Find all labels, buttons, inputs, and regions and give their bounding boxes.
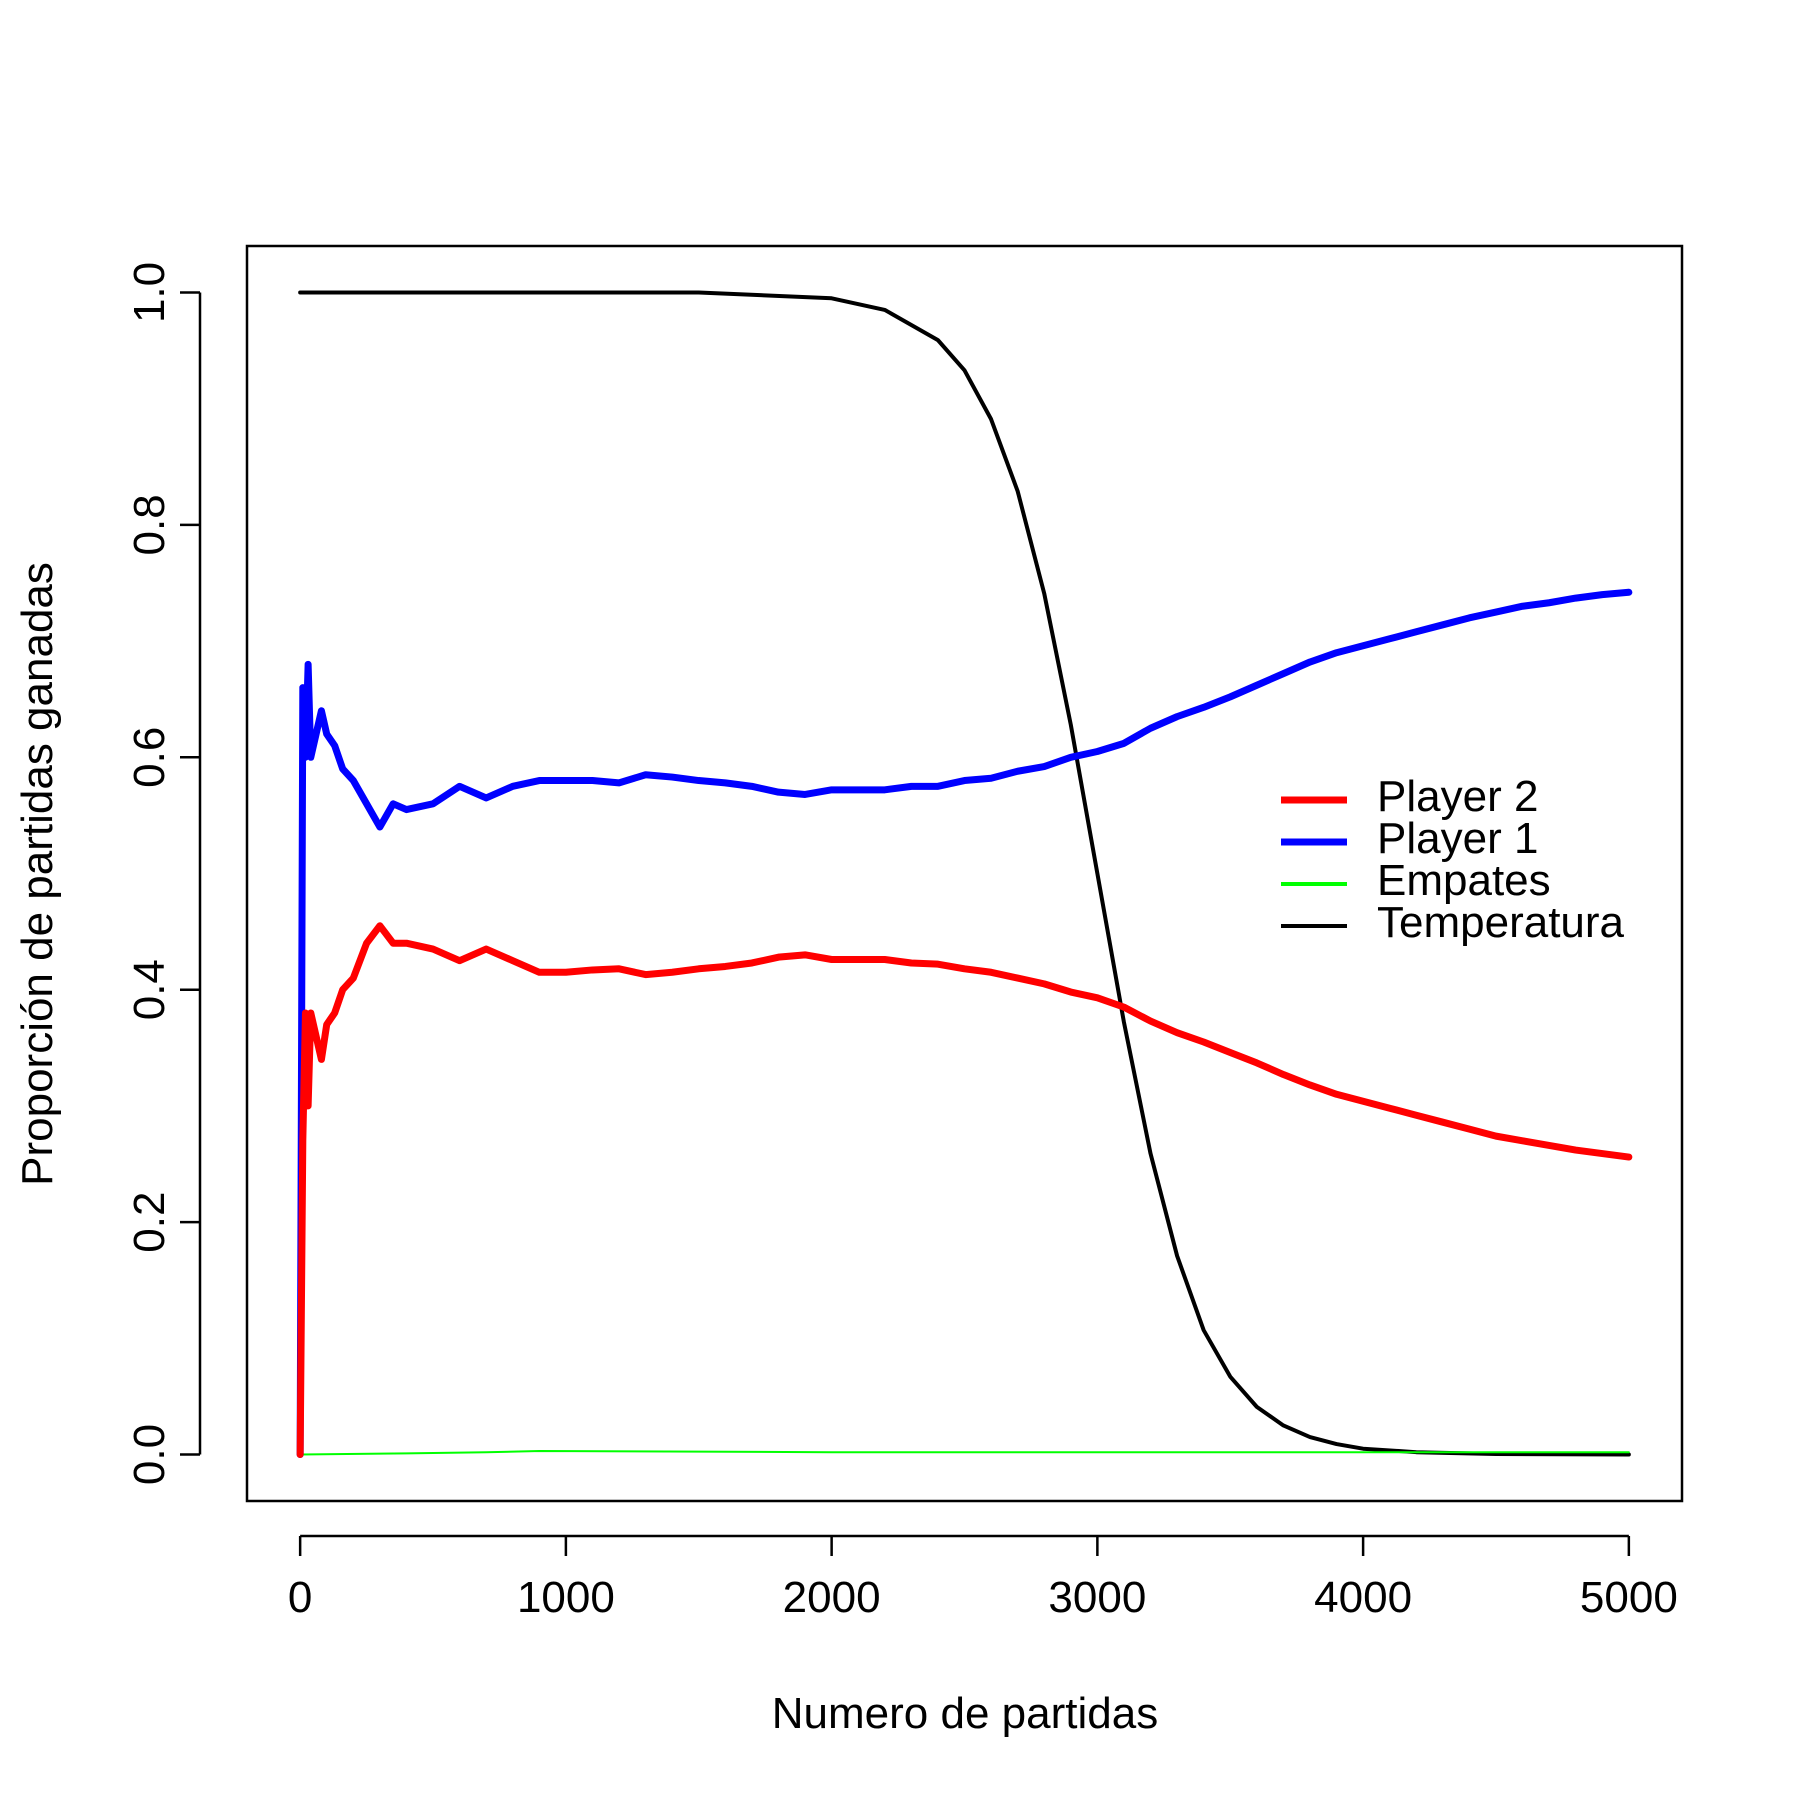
x-tick-label: 4000 (1314, 1573, 1412, 1622)
y-axis-label: Proporción de partidas ganadas (13, 562, 62, 1186)
series-line (296, 588, 1633, 1459)
legend-label: Temperatura (1377, 898, 1625, 947)
x-tick-label: 0 (288, 1573, 312, 1622)
y-tick-label: 0.2 (125, 1192, 174, 1253)
x-tick-label: 1000 (517, 1573, 615, 1622)
x-tick-label: 3000 (1048, 1573, 1146, 1622)
y-tick-label: 1.0 (125, 262, 174, 323)
legend-label: Player 2 (1377, 772, 1538, 821)
y-tick-label: 0.8 (125, 494, 174, 555)
x-tick-label: 2000 (783, 1573, 881, 1622)
series-line (299, 1450, 1630, 1456)
x-tick-label: 5000 (1580, 1573, 1678, 1622)
x-axis-label: Numero de partidas (772, 1689, 1158, 1738)
series-line (298, 290, 1631, 1457)
y-tick-label: 0.0 (125, 1424, 174, 1485)
plot-frame (245, 244, 1684, 1503)
series-line (296, 922, 1633, 1459)
y-tick-label: 0.6 (125, 727, 174, 788)
legend-label: Player 1 (1377, 814, 1538, 863)
y-tick-label: 0.4 (125, 959, 174, 1020)
legend-label: Empates (1377, 856, 1551, 905)
